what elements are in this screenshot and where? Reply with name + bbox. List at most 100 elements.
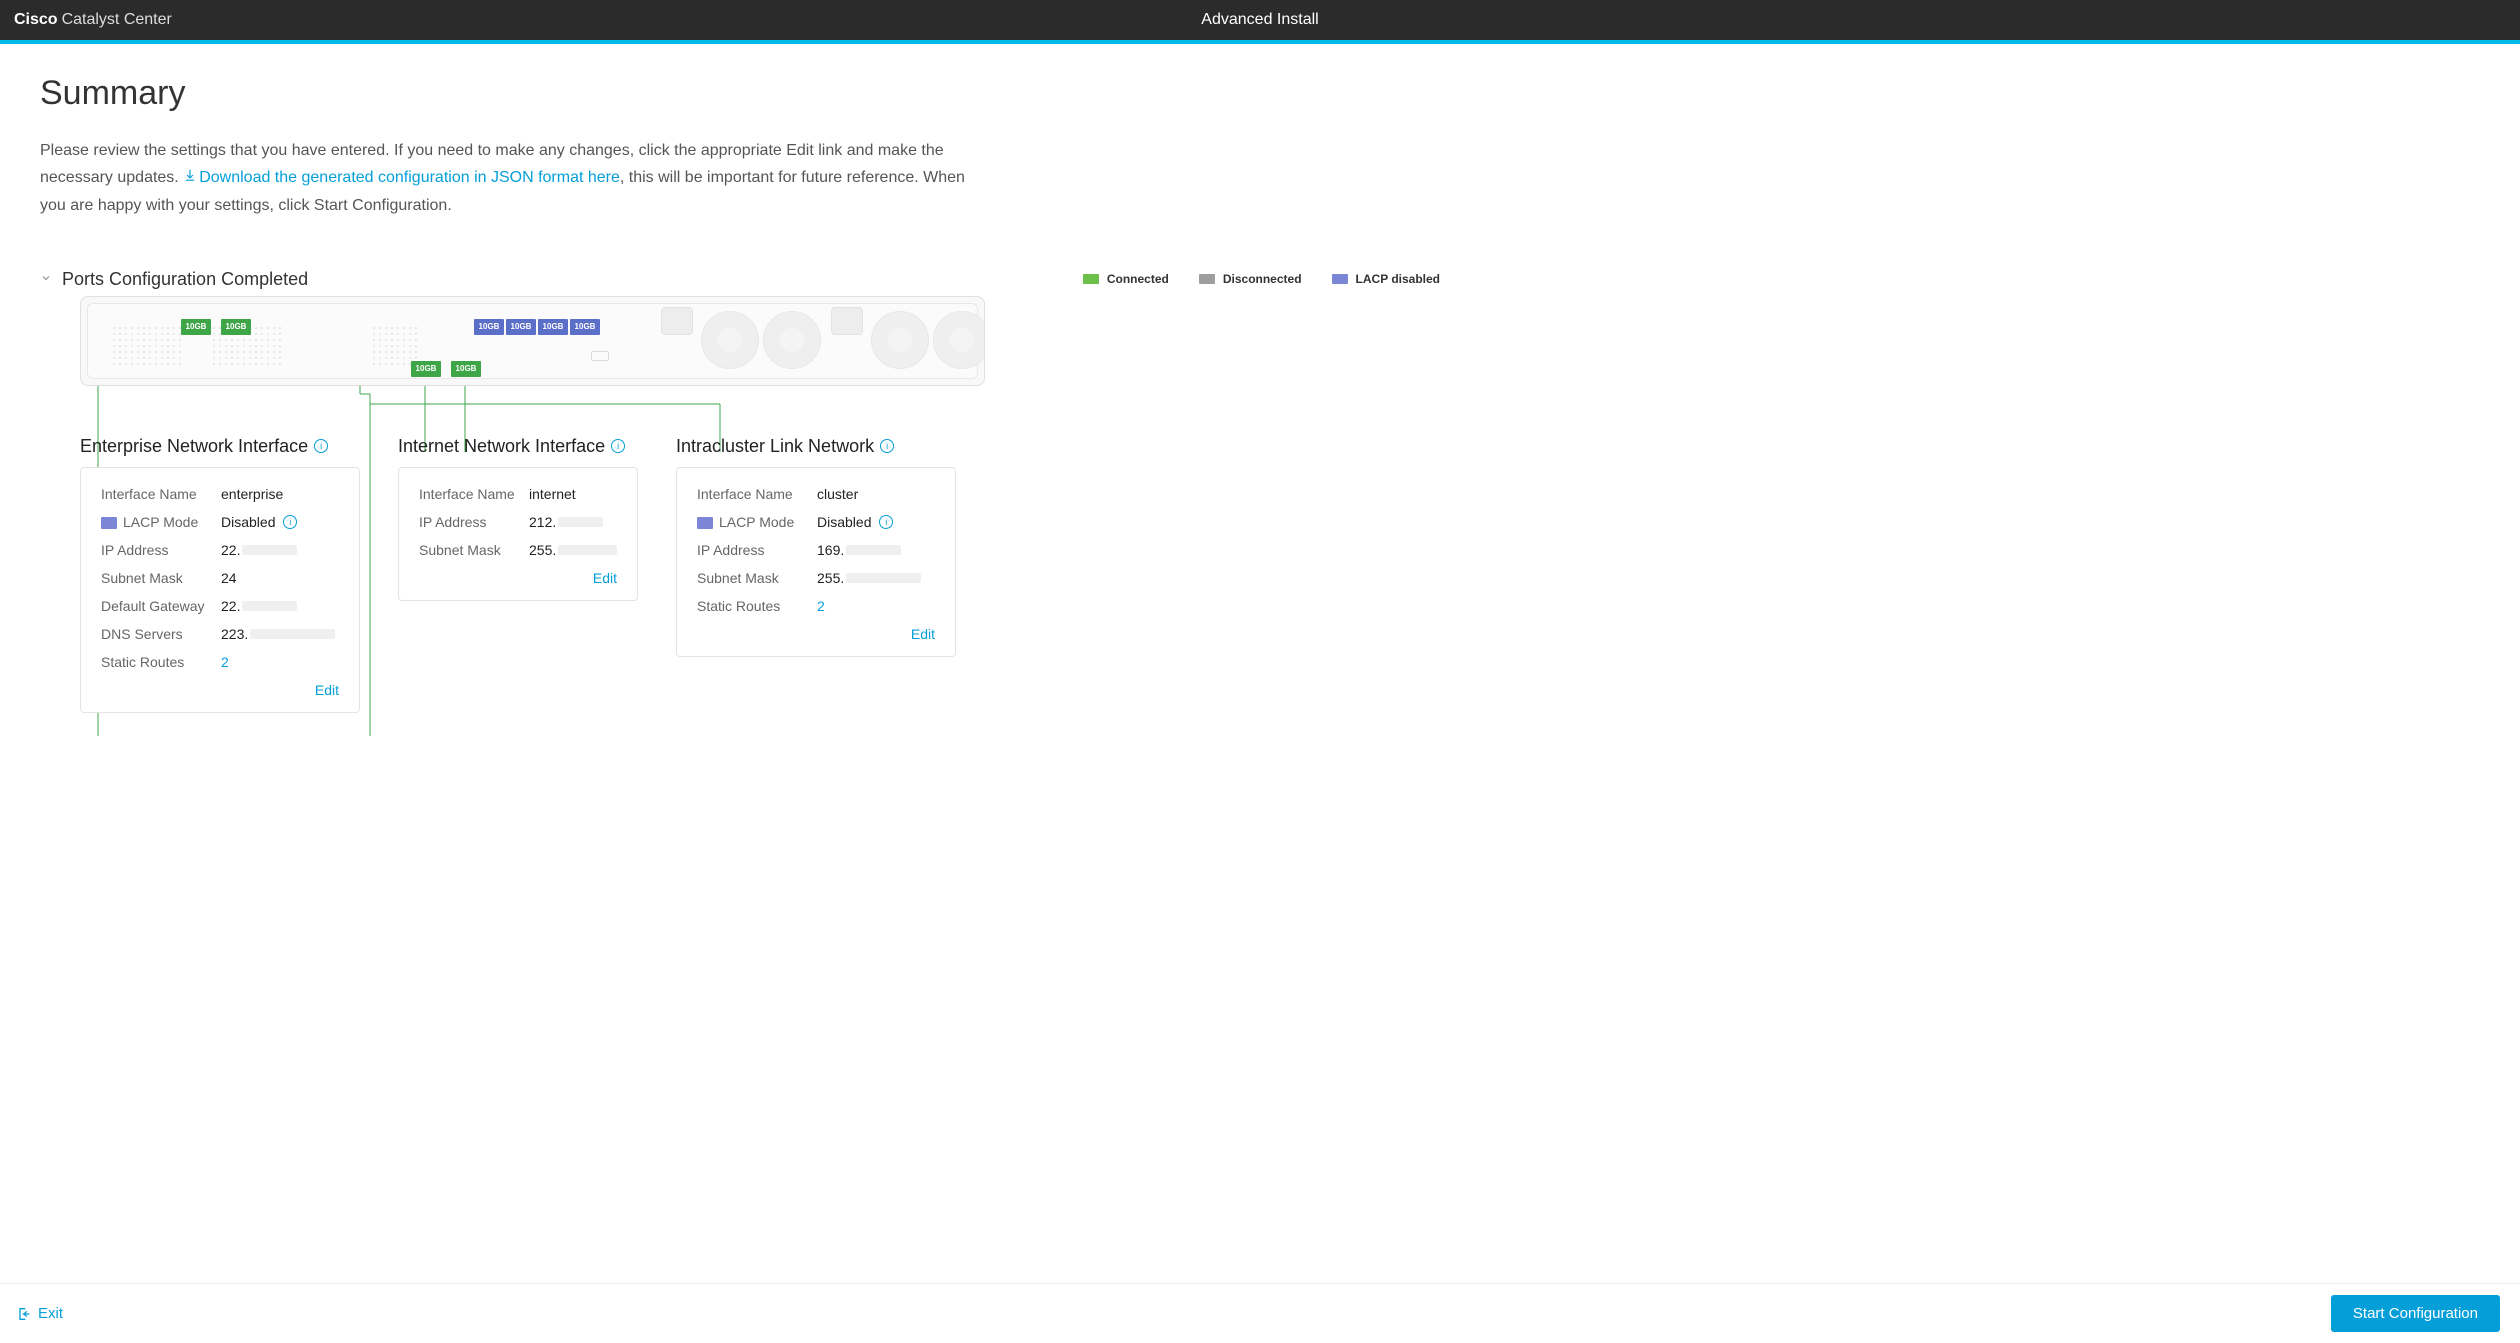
exit-icon <box>16 1306 32 1322</box>
field-value: 24 <box>221 570 237 586</box>
field-label: Static Routes <box>697 598 817 614</box>
exit-label: Exit <box>38 1305 63 1322</box>
legend-lacp: LACP disabled <box>1332 272 1440 286</box>
card-title-row: Enterprise Network Interface i <box>80 436 360 457</box>
start-configuration-button[interactable]: Start Configuration <box>2331 1295 2500 1332</box>
info-icon[interactable]: i <box>880 439 894 453</box>
chevron-down-icon[interactable] <box>40 271 52 287</box>
edit-link[interactable]: Edit <box>315 682 339 698</box>
internet-card: Interface Nameinternet IP Address212. Su… <box>398 467 638 601</box>
field-label: Interface Name <box>101 486 221 502</box>
exit-button[interactable]: Exit <box>8 1299 71 1328</box>
redacted <box>846 573 921 583</box>
field-label: LACP Mode <box>697 514 817 530</box>
footer: Exit Start Configuration <box>0 1283 2520 1343</box>
psu-connector <box>661 307 693 335</box>
field-label: IP Address <box>697 542 817 558</box>
field-label: Subnet Mask <box>101 570 221 586</box>
port-10gb: 10GB <box>221 319 251 335</box>
brand-bold: Cisco <box>14 11 58 28</box>
lacp-chip-icon <box>697 517 713 529</box>
psu-connector <box>831 307 863 335</box>
field-value: 212. <box>529 514 556 530</box>
card-title: Enterprise Network Interface <box>80 436 308 457</box>
swatch-blue <box>1332 274 1348 284</box>
interface-cards-row: Enterprise Network Interface i Interface… <box>80 436 1480 713</box>
info-icon[interactable]: i <box>611 439 625 453</box>
redacted <box>242 545 297 555</box>
vent-dots <box>371 325 421 365</box>
field-label: Static Routes <box>101 654 221 670</box>
field-value: internet <box>529 486 576 502</box>
fan-icon <box>701 311 759 369</box>
legend: Connected Disconnected LACP disabled <box>1083 272 1480 286</box>
static-routes-link[interactable]: 2 <box>817 598 825 614</box>
redacted <box>242 601 297 611</box>
port-10gb: 10GB <box>411 361 441 377</box>
card-title-row: Intracluster Link Network i <box>676 436 956 457</box>
enterprise-interface: Enterprise Network Interface i Interface… <box>80 436 360 713</box>
section-title: Ports Configuration Completed <box>62 269 308 290</box>
fan-icon <box>933 311 985 369</box>
card-title: Internet Network Interface <box>398 436 605 457</box>
port-10gb: 10GB <box>451 361 481 377</box>
field-value: Disabled <box>221 514 275 530</box>
field-value: Disabled <box>817 514 871 530</box>
port-10gb: 10GB <box>181 319 211 335</box>
edit-link[interactable]: Edit <box>593 570 617 586</box>
edit-link[interactable]: Edit <box>911 626 935 642</box>
field-value: 169. <box>817 542 844 558</box>
port-10gb: 10GB <box>570 319 600 335</box>
chassis: 10GB 10GB 10GB 10GB 10GB 10GB 10GB 10GB <box>80 296 985 386</box>
field-label: LACP Mode <box>101 514 221 530</box>
port-10gb: 10GB <box>474 319 504 335</box>
legend-connected: Connected <box>1083 272 1169 286</box>
field-value: 22. <box>221 598 240 614</box>
intracluster-card: Interface Namecluster LACP ModeDisabled … <box>676 467 956 657</box>
field-label: Interface Name <box>419 486 529 502</box>
intracluster-interface: Intracluster Link Network i Interface Na… <box>676 436 956 713</box>
app-header: CiscoCatalyst Center Advanced Install <box>0 0 2520 40</box>
swatch-grey <box>1199 274 1215 284</box>
card-title: Intracluster Link Network <box>676 436 874 457</box>
legend-disconnected: Disconnected <box>1199 272 1302 286</box>
field-label: DNS Servers <box>101 626 221 642</box>
download-icon <box>183 164 197 191</box>
brand-light: Catalyst Center <box>62 11 172 28</box>
card-title-row: Internet Network Interface i <box>398 436 638 457</box>
lacp-chip-icon <box>101 517 117 529</box>
field-label: Interface Name <box>697 486 817 502</box>
field-value: 22. <box>221 542 240 558</box>
section-header-row: Ports Configuration Completed Connected … <box>40 269 1480 290</box>
redacted <box>846 545 901 555</box>
download-link[interactable]: Download the generated configuration in … <box>199 169 620 186</box>
field-label: IP Address <box>419 514 529 530</box>
fan-icon <box>871 311 929 369</box>
brand: CiscoCatalyst Center <box>14 11 172 29</box>
static-routes-link[interactable]: 2 <box>221 654 229 670</box>
info-icon[interactable]: i <box>314 439 328 453</box>
field-value: 255. <box>529 542 556 558</box>
field-label: Subnet Mask <box>419 542 529 558</box>
field-value: cluster <box>817 486 858 502</box>
redacted <box>558 545 617 555</box>
field-value: enterprise <box>221 486 283 502</box>
vent-dots <box>111 325 181 365</box>
vga-port <box>591 351 609 361</box>
port-10gb: 10GB <box>506 319 536 335</box>
info-icon[interactable]: i <box>283 515 297 529</box>
redacted <box>558 517 603 527</box>
swatch-green <box>1083 274 1099 284</box>
fan-icon <box>763 311 821 369</box>
field-label: Subnet Mask <box>697 570 817 586</box>
field-label: IP Address <box>101 542 221 558</box>
main-content: Summary Please review the settings that … <box>0 44 1520 823</box>
field-label: Default Gateway <box>101 598 221 614</box>
info-icon[interactable]: i <box>879 515 893 529</box>
diagram: 10GB 10GB 10GB 10GB 10GB 10GB 10GB 10GB … <box>80 296 1480 713</box>
page-title: Summary <box>40 74 1480 113</box>
port-10gb: 10GB <box>538 319 568 335</box>
redacted <box>250 629 335 639</box>
field-value: 223. <box>221 626 248 642</box>
enterprise-card: Interface Nameenterprise LACP ModeDisabl… <box>80 467 360 713</box>
